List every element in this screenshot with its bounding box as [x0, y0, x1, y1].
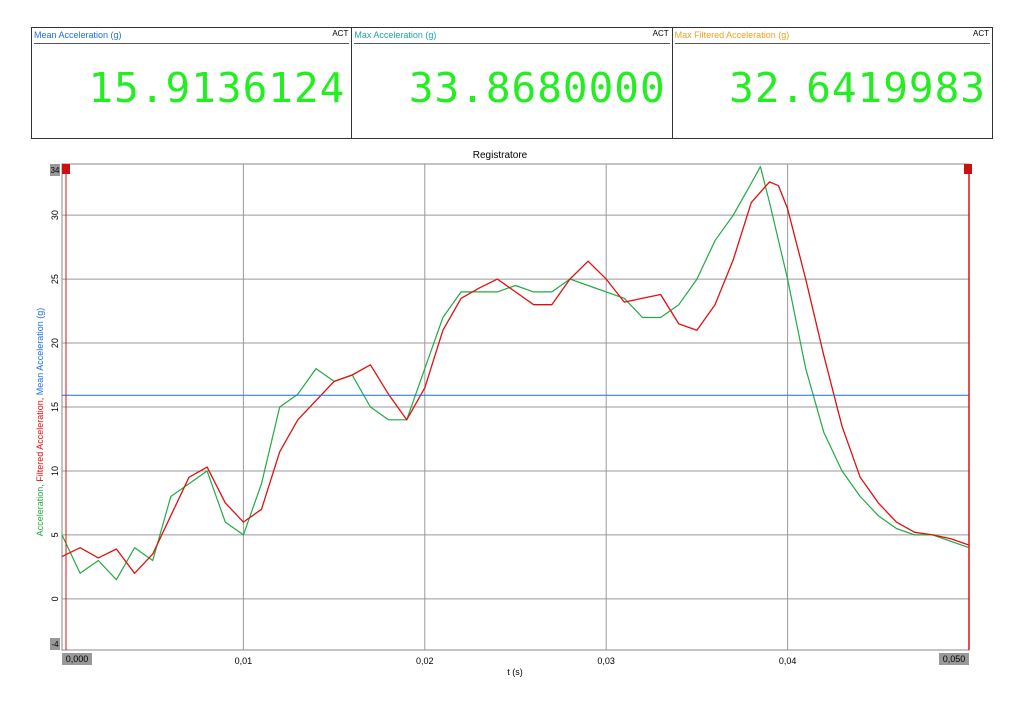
y-tick-label: 34	[51, 166, 60, 175]
act-badge: ACT	[652, 29, 669, 38]
meter-max-filtered-acceleration[interactable]: Max Filtered Acceleration (g) ACT 32.641…	[673, 28, 992, 138]
act-badge: ACT	[972, 29, 989, 38]
x-tick-label: 0,01	[235, 656, 253, 666]
chart-title: Registratore	[473, 150, 528, 161]
y-tick-label: 25	[50, 274, 60, 284]
y-limit-box	[50, 638, 60, 650]
meter-title: Max Filtered Acceleration (g)	[674, 30, 790, 40]
y-tick-label: 0	[50, 596, 60, 601]
x-limit-box	[939, 653, 969, 665]
meter-max-acceleration[interactable]: Max Acceleration (g) ACT 33.8680000	[352, 28, 673, 138]
meter-mean-acceleration[interactable]: Mean Acceleration (g) ACT 15.9136124	[32, 28, 353, 138]
series-line-acceleration	[61, 166, 970, 581]
y-axis-label-part: Acceleration,	[35, 482, 45, 537]
series-layer	[61, 166, 970, 581]
y-axis-label: Acceleration, Filtered Acceleration, Mea…	[35, 308, 45, 537]
x-tick-label: 0,000	[66, 654, 89, 664]
meter-divider	[354, 43, 670, 44]
x-limit-box	[62, 653, 92, 665]
meter-title: Mean Acceleration (g)	[34, 30, 122, 40]
y-axis-label-part: Mean Acceleration (g)	[35, 308, 45, 396]
y-limit-box	[50, 164, 60, 176]
y-tick-label: 30	[50, 210, 60, 220]
y-axis-ticks: -4 0 5 10 15 20 25 30 34	[50, 164, 60, 650]
act-badge: ACT	[332, 29, 349, 38]
left-cursor-handle[interactable]	[62, 164, 70, 174]
x-axis-ticks: 0,000 0,01 0,02 0,03 0,04 0,050	[62, 653, 969, 666]
x-axis-label: t (s)	[507, 667, 523, 677]
y-tick-label: 15	[50, 402, 60, 412]
x-tick-label: 0,04	[779, 656, 797, 666]
cursors[interactable]	[62, 164, 972, 650]
series-line-filtered-acceleration	[61, 181, 970, 574]
y-tick-label: 5	[50, 532, 60, 537]
meter-title: Max Acceleration (g)	[354, 30, 437, 40]
meter-divider	[674, 43, 990, 44]
meter-value: 33.8680000	[408, 64, 666, 112]
y-axis-label-part: Filtered Acceleration,	[35, 395, 45, 482]
meter-panel: Mean Acceleration (g) ACT 15.9136124 Max…	[31, 27, 993, 139]
right-cursor-handle[interactable]	[964, 164, 972, 174]
y-tick-label: 10	[50, 466, 60, 476]
x-tick-label: 0,02	[416, 656, 434, 666]
y-tick-label: -4	[51, 640, 59, 649]
meter-value: 32.6419983	[729, 64, 986, 112]
grid	[62, 164, 969, 650]
x-tick-label: 0,050	[943, 654, 966, 664]
meter-value: 15.9136124	[88, 64, 346, 112]
meter-divider	[34, 43, 350, 44]
y-tick-label: 20	[50, 338, 60, 348]
x-tick-label: 0,03	[597, 656, 615, 666]
